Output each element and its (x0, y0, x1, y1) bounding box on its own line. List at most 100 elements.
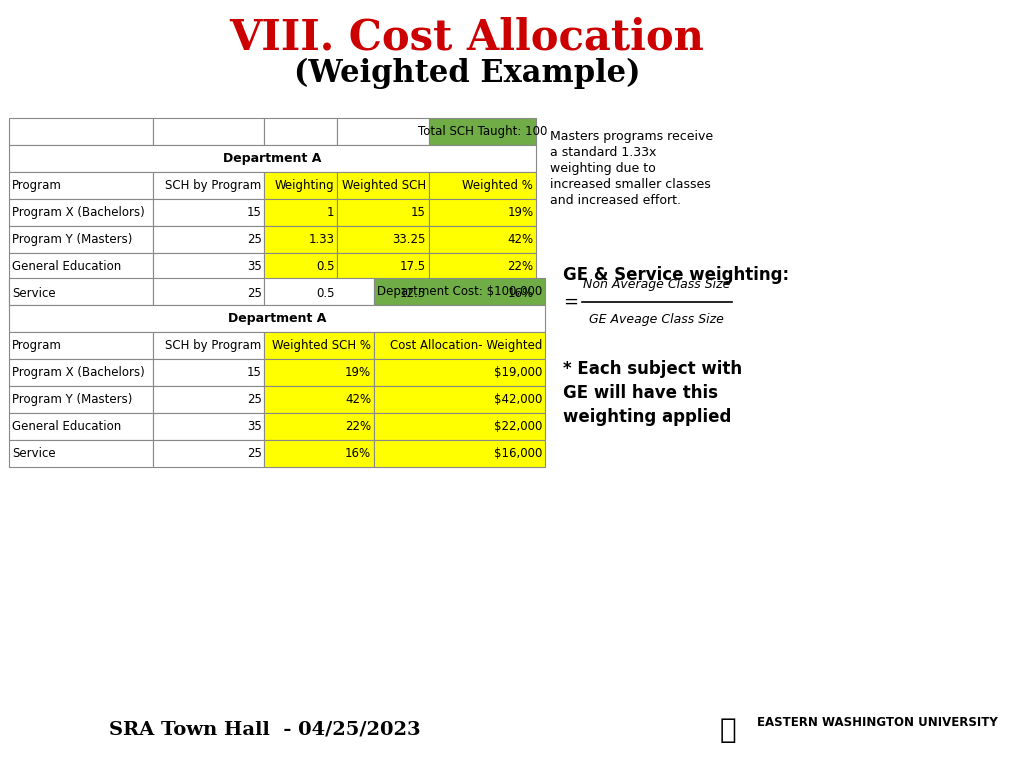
Text: 25: 25 (247, 393, 262, 406)
Text: Program X (Bachelors): Program X (Bachelors) (12, 206, 144, 219)
FancyBboxPatch shape (374, 359, 545, 386)
Text: Program Y (Masters): Program Y (Masters) (12, 393, 132, 406)
Text: 35: 35 (247, 260, 262, 273)
Text: 17.5: 17.5 (399, 260, 426, 273)
Text: Department A: Department A (223, 152, 322, 165)
Text: Program Y (Masters): Program Y (Masters) (12, 233, 132, 246)
FancyBboxPatch shape (264, 199, 337, 226)
Text: 16%: 16% (345, 447, 371, 460)
FancyBboxPatch shape (9, 280, 154, 307)
Text: Weighting: Weighting (275, 179, 335, 192)
FancyBboxPatch shape (264, 386, 374, 413)
Text: 25: 25 (247, 233, 262, 246)
FancyBboxPatch shape (428, 280, 537, 307)
Text: 22%: 22% (507, 260, 534, 273)
Text: 1.33: 1.33 (308, 233, 335, 246)
Text: $19,000: $19,000 (495, 366, 543, 379)
FancyBboxPatch shape (428, 172, 537, 199)
Text: 42%: 42% (345, 393, 371, 406)
FancyBboxPatch shape (374, 278, 545, 305)
FancyBboxPatch shape (154, 386, 264, 413)
Text: (Weighted Example): (Weighted Example) (294, 58, 640, 88)
Text: $42,000: $42,000 (495, 393, 543, 406)
FancyBboxPatch shape (337, 253, 428, 280)
Text: Weighted SCH: Weighted SCH (342, 179, 426, 192)
Text: a standard 1.33x: a standard 1.33x (550, 146, 656, 159)
Text: $22,000: $22,000 (495, 420, 543, 433)
Text: and increased effort.: and increased effort. (550, 194, 681, 207)
Text: 🦅: 🦅 (719, 716, 736, 744)
Text: 0.5: 0.5 (316, 260, 335, 273)
FancyBboxPatch shape (154, 280, 264, 307)
FancyBboxPatch shape (154, 332, 264, 359)
FancyBboxPatch shape (374, 440, 545, 467)
FancyBboxPatch shape (264, 118, 337, 145)
Text: EASTERN WASHINGTON UNIVERSITY: EASTERN WASHINGTON UNIVERSITY (757, 717, 997, 730)
FancyBboxPatch shape (264, 413, 374, 440)
Text: Weighted SCH %: Weighted SCH % (272, 339, 371, 352)
FancyBboxPatch shape (264, 253, 337, 280)
Text: 15: 15 (411, 206, 426, 219)
Text: 25: 25 (247, 447, 262, 460)
FancyBboxPatch shape (264, 278, 374, 305)
FancyBboxPatch shape (337, 199, 428, 226)
Text: Service: Service (12, 447, 55, 460)
FancyBboxPatch shape (9, 332, 154, 359)
Text: 42%: 42% (507, 233, 534, 246)
Text: Department A: Department A (228, 312, 327, 325)
Text: 12.5: 12.5 (399, 287, 426, 300)
FancyBboxPatch shape (9, 172, 154, 199)
FancyBboxPatch shape (264, 280, 337, 307)
Text: Program X (Bachelors): Program X (Bachelors) (12, 366, 144, 379)
Text: GE & Service weighting:: GE & Service weighting: (563, 266, 790, 284)
Text: * Each subject with: * Each subject with (563, 360, 742, 378)
FancyBboxPatch shape (428, 253, 537, 280)
Text: Program: Program (12, 339, 61, 352)
FancyBboxPatch shape (9, 305, 545, 332)
FancyBboxPatch shape (9, 413, 154, 440)
Text: 33.25: 33.25 (392, 233, 426, 246)
Text: Non Average Class Size: Non Average Class Size (584, 278, 730, 291)
Text: 0.5: 0.5 (316, 287, 335, 300)
FancyBboxPatch shape (374, 386, 545, 413)
Text: weighting due to: weighting due to (550, 162, 655, 175)
Text: 22%: 22% (345, 420, 371, 433)
Text: 19%: 19% (507, 206, 534, 219)
FancyBboxPatch shape (337, 226, 428, 253)
FancyBboxPatch shape (154, 172, 264, 199)
FancyBboxPatch shape (337, 172, 428, 199)
FancyBboxPatch shape (9, 278, 154, 305)
FancyBboxPatch shape (264, 172, 337, 199)
FancyBboxPatch shape (264, 440, 374, 467)
Text: Masters programs receive: Masters programs receive (550, 130, 713, 143)
Text: SCH by Program: SCH by Program (166, 339, 262, 352)
FancyBboxPatch shape (9, 253, 154, 280)
FancyBboxPatch shape (154, 413, 264, 440)
FancyBboxPatch shape (374, 413, 545, 440)
Text: 1: 1 (327, 206, 335, 219)
FancyBboxPatch shape (154, 199, 264, 226)
FancyBboxPatch shape (154, 253, 264, 280)
FancyBboxPatch shape (9, 145, 537, 172)
FancyBboxPatch shape (264, 359, 374, 386)
FancyBboxPatch shape (9, 226, 154, 253)
FancyBboxPatch shape (9, 199, 154, 226)
Text: 25: 25 (247, 287, 262, 300)
FancyBboxPatch shape (264, 226, 337, 253)
Text: 19%: 19% (345, 366, 371, 379)
FancyBboxPatch shape (154, 118, 264, 145)
FancyBboxPatch shape (428, 118, 537, 145)
FancyBboxPatch shape (428, 226, 537, 253)
Text: Department Cost: $100,000: Department Cost: $100,000 (377, 285, 542, 298)
FancyBboxPatch shape (264, 332, 374, 359)
FancyBboxPatch shape (337, 118, 428, 145)
FancyBboxPatch shape (9, 118, 154, 145)
Text: Total SCH Taught: 100: Total SCH Taught: 100 (418, 125, 547, 138)
Text: General Education: General Education (12, 260, 121, 273)
Text: GE Aveage Class Size: GE Aveage Class Size (590, 313, 724, 326)
Text: =: = (563, 293, 579, 311)
FancyBboxPatch shape (154, 278, 264, 305)
FancyBboxPatch shape (9, 386, 154, 413)
Text: General Education: General Education (12, 420, 121, 433)
Text: Service: Service (12, 287, 55, 300)
